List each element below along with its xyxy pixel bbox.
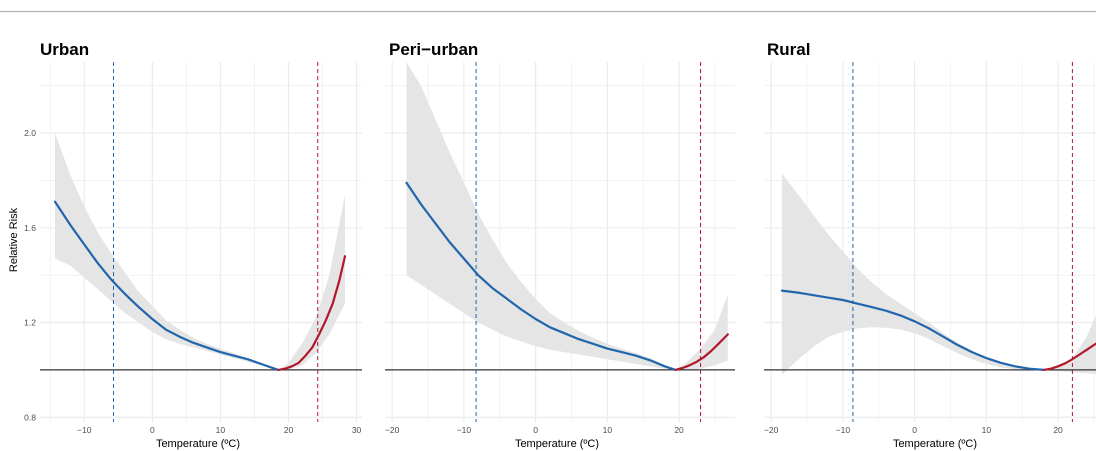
panel-rural: Rural Temperature (ºC) −20 −10 0 10 20 [764, 40, 1096, 450]
x-axis-label: Temperature (ºC) [893, 438, 977, 450]
heat-curve [1042, 342, 1096, 371]
heat-curve [674, 333, 729, 371]
cold-curve [405, 181, 677, 371]
plot-area [40, 62, 362, 422]
panel-title: Rural [767, 40, 810, 59]
confidence-band [406, 62, 728, 370]
x-tick-label: 0 [150, 425, 155, 435]
panel-urban: Urban Relative Risk Temperature (ºC) 0.8… [8, 40, 362, 450]
y-axis-label: Relative Risk [8, 207, 20, 272]
x-tick-label: 20 [1053, 425, 1063, 435]
x-tick-label: 20 [284, 425, 294, 435]
x-tick-label: 10 [982, 425, 992, 435]
y-tick-label: 0.8 [24, 412, 36, 422]
confidence-band [55, 133, 345, 370]
panel-title: Peri−urban [389, 40, 478, 59]
x-tick-label: 10 [216, 425, 226, 435]
y-tick-label: 1.6 [24, 223, 36, 233]
panel-title: Urban [40, 40, 89, 59]
x-tick-label: −20 [764, 425, 779, 435]
x-axis-label: Temperature (ºC) [515, 438, 599, 450]
x-tick-label: −10 [77, 425, 92, 435]
cold-curve [780, 289, 1045, 371]
panel-peri-urban: Peri−urban Temperature (ºC) −20 −10 0 10 20 [385, 40, 735, 450]
plot-area [764, 62, 1096, 422]
x-tick-label: −10 [457, 425, 472, 435]
x-tick-label: −20 [385, 425, 400, 435]
x-tick-label: 0 [533, 425, 538, 435]
plot-area [385, 62, 735, 422]
x-tick-label: 30 [352, 425, 362, 435]
y-tick-label: 1.2 [24, 318, 36, 328]
cold-curve [53, 200, 280, 371]
x-tick-label: 20 [674, 425, 684, 435]
confidence-band [781, 173, 1096, 375]
heat-curve [277, 255, 347, 371]
x-tick-label: −10 [836, 425, 851, 435]
x-tick-label: 10 [603, 425, 613, 435]
x-tick-label: 0 [912, 425, 917, 435]
y-tick-label: 2.0 [24, 128, 36, 138]
x-axis-label: Temperature (ºC) [156, 438, 240, 450]
